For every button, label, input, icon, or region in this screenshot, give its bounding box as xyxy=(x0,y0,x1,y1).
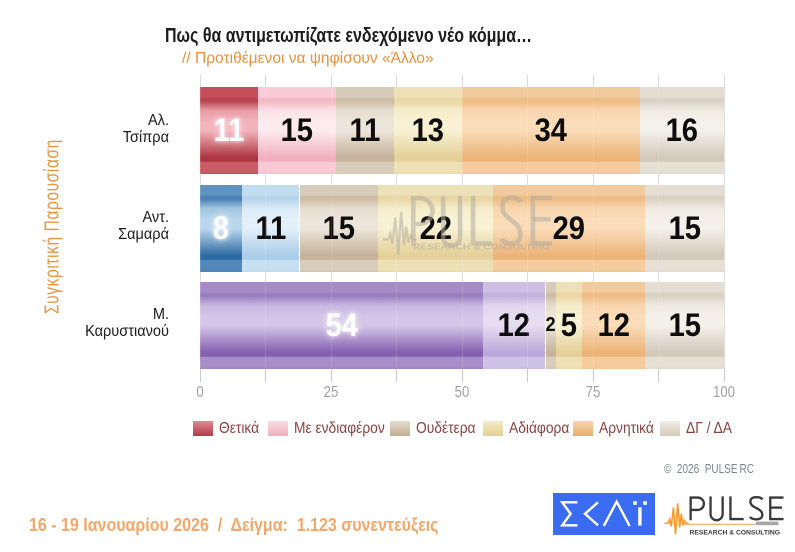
svg-text:RESEARCH & CONSULTING: RESEARCH & CONSULTING xyxy=(413,242,550,252)
svg-text:RESEARCH & CONSULTING: RESEARCH & CONSULTING xyxy=(690,530,781,537)
